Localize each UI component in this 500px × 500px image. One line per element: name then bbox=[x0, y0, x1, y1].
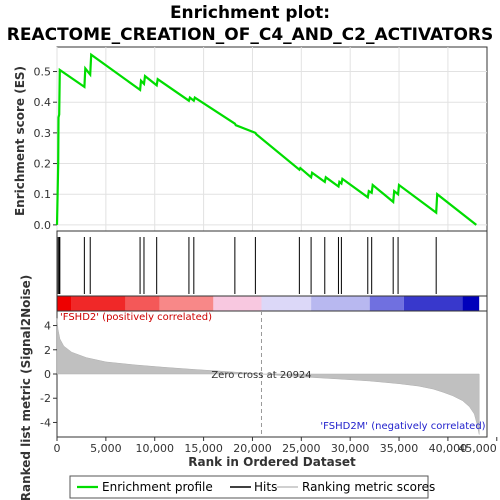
x-axis-title: Rank in Ordered Dataset bbox=[188, 455, 356, 469]
hits-panel-frame bbox=[56, 230, 488, 297]
negative-correlation-label: 'FSHD2M' (negatively correlated) bbox=[320, 421, 485, 432]
x-tick-label: 15,000 bbox=[184, 442, 223, 455]
metric-y-axis-title: Ranked list metric (Signal2Noise) bbox=[19, 275, 33, 500]
color-bar-segment bbox=[213, 296, 262, 311]
es-tick-label: 0.3 bbox=[34, 127, 52, 140]
x-tick-label: 45,000 bbox=[458, 442, 497, 455]
legend-label-ranking-metric: Ranking metric scores bbox=[302, 480, 435, 494]
chart-title-line2: REACTOME_CREATION_OF_C4_AND_C2_ACTIVATOR… bbox=[7, 25, 493, 45]
metric-tick-label: 2 bbox=[44, 344, 51, 357]
x-tick-label: 40,000 bbox=[429, 442, 468, 455]
color-bar-segment bbox=[311, 296, 370, 311]
zero-cross-label: Zero cross at 20924 bbox=[211, 370, 311, 381]
es-y-axis-title: Enrichment score (ES) bbox=[13, 66, 27, 216]
enrichment-profile-line bbox=[55, 52, 477, 226]
color-bar-segment bbox=[57, 296, 72, 311]
legend-label-hits: Hits bbox=[254, 480, 277, 494]
color-bar-segment bbox=[159, 296, 214, 311]
rank-color-bar bbox=[57, 296, 480, 311]
color-bar-segment bbox=[71, 296, 126, 311]
x-tick-label: 35,000 bbox=[380, 442, 419, 455]
color-bar-segment bbox=[403, 296, 463, 311]
x-axis-ticks: 0 5,000 10,000 15,000 20,000 25,000 30,000 35,0… bbox=[54, 437, 498, 455]
hit-marks bbox=[57, 237, 437, 294]
color-bar-segment bbox=[125, 296, 160, 311]
es-tick-label: 0.1 bbox=[34, 188, 52, 201]
ranking-metric-area bbox=[56, 318, 480, 435]
metric-tick-label: -2 bbox=[40, 392, 51, 405]
x-tick-label: 25,000 bbox=[282, 442, 321, 455]
color-bar-segment bbox=[462, 296, 480, 311]
x-tick-label: 0 bbox=[54, 442, 61, 455]
legend-label-enrichment-profile: Enrichment profile bbox=[102, 480, 213, 494]
es-tick-label: 0.4 bbox=[34, 96, 52, 109]
x-tick-label: 10,000 bbox=[135, 442, 174, 455]
metric-tick-label: -4 bbox=[40, 416, 51, 429]
es-tick-label: 0.0 bbox=[34, 219, 52, 232]
x-tick-label: 5,000 bbox=[90, 442, 122, 455]
metric-tick-label: 4 bbox=[44, 320, 51, 333]
positive-correlation-label: 'FSHD2' (positively correlated) bbox=[60, 312, 212, 323]
metric-tick-label: 0 bbox=[44, 368, 51, 381]
es-tick-label: 0.2 bbox=[34, 158, 52, 171]
es-tick-label: 0.5 bbox=[34, 66, 52, 79]
x-tick-label: 30,000 bbox=[331, 442, 370, 455]
metric-y-ticks: -4 -2 0 2 4 bbox=[40, 320, 57, 429]
x-tick-label: 20,000 bbox=[233, 442, 272, 455]
color-bar-segment bbox=[261, 296, 312, 311]
es-panel-frame bbox=[56, 46, 488, 232]
color-bar-segment bbox=[369, 296, 404, 311]
es-y-ticks: 0.0 0.1 0.2 0.3 0.4 0.5 bbox=[34, 66, 57, 232]
chart-title-line1: Enrichment plot: bbox=[170, 3, 330, 23]
